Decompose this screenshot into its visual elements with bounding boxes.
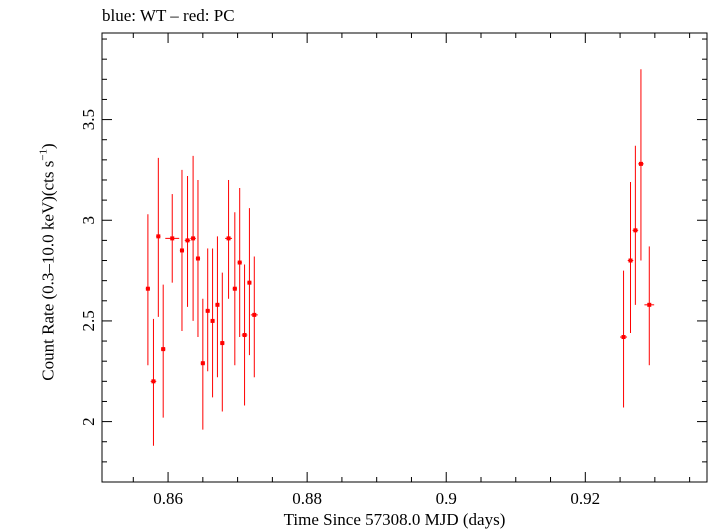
point-marker [215,302,220,307]
point-marker [200,361,205,366]
data-point [620,270,628,408]
chart-title: blue: WT – red: PC [102,6,235,25]
data-point [179,169,185,331]
y-ticks: 2 2.5 3 3.5 [79,38,707,483]
data-point [241,264,248,406]
point-marker [628,258,633,263]
point-marker [232,286,237,291]
point-marker [179,248,184,253]
data-point [190,155,196,321]
point-marker [242,333,247,338]
point-marker [161,347,166,352]
point-marker [247,280,252,285]
data-point [644,246,655,366]
data-point [145,214,150,366]
data-point [237,188,242,338]
data-point [205,248,210,372]
point-marker [647,302,652,307]
point-marker [151,379,156,384]
point-marker [170,236,175,241]
x-tick-label: 0.92 [570,489,600,508]
x-tick-label: 0.9 [436,489,457,508]
data-point [156,157,161,317]
y-axis-label-main: Count Rate (0.3–10.0 keV)(cts s [38,160,58,381]
data-point [632,145,639,305]
point-marker [156,234,161,239]
data-point [161,284,166,418]
y-tick-label: 3.5 [79,109,98,130]
data-points [145,69,655,446]
data-point [247,208,252,356]
point-marker [226,236,231,241]
point-marker [205,308,210,313]
data-point [220,272,225,412]
x-tick-label: 0.88 [292,489,322,508]
y-tick-label: 2 [79,417,98,426]
point-marker [191,236,196,241]
data-point [184,175,191,307]
point-marker [195,256,200,261]
y-axis-label-end: ) [38,143,58,149]
point-marker [638,161,643,166]
y-axis-label: Count Rate (0.3–10.0 keV)(cts s−1) [38,143,59,380]
data-point [250,256,258,378]
data-point [638,69,644,261]
data-point [215,236,220,378]
point-marker [185,238,190,243]
point-marker [237,260,242,265]
data-point [200,298,205,430]
point-marker [252,312,257,317]
plot-frame [101,32,708,483]
data-point [195,179,201,338]
point-marker [621,335,626,340]
data-point [225,179,233,299]
point-marker [145,286,150,291]
x-axis-label: Time Since 57308.0 MJD (days) [283,510,506,529]
point-marker [210,318,215,323]
data-point [210,248,215,398]
y-tick-label: 3 [79,216,98,225]
data-point [627,181,634,334]
data-point [150,318,157,446]
point-marker [220,341,225,346]
data-point [165,194,180,283]
x-tick-label: 0.86 [153,489,183,508]
y-axis-label-exponent: −1 [37,148,50,161]
point-marker [633,228,638,233]
data-point [232,212,237,366]
y-tick-label: 2.5 [79,310,98,331]
x-ticks: 0.86 0.88 0.9 0.92 [132,33,691,508]
